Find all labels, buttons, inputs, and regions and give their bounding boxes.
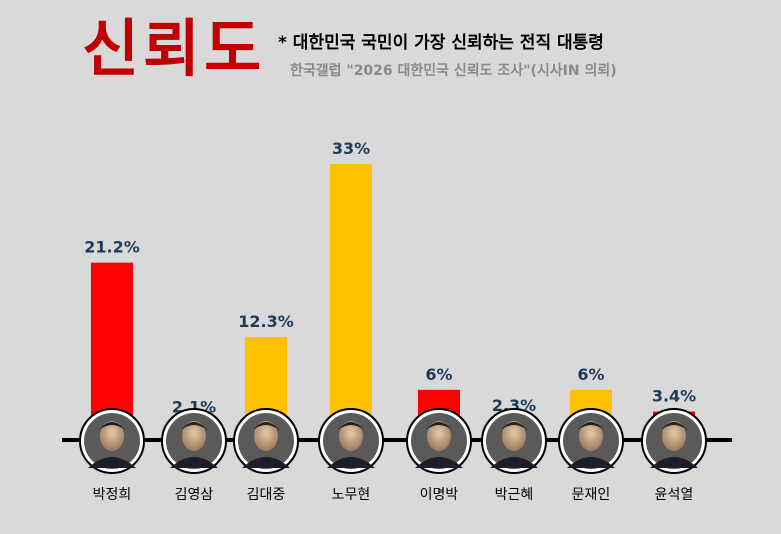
bar-4 (330, 164, 372, 440)
category-label-2: 김영삼 (175, 487, 214, 503)
category-label-8: 윤석열 (655, 487, 694, 503)
category-label-4: 노무현 (332, 487, 371, 503)
category-label-6: 박근혜 (495, 487, 534, 503)
value-label-7: 6% (577, 365, 604, 384)
portrait-icon-7 (559, 409, 623, 473)
portrait-icon-5 (407, 409, 471, 473)
category-label-1: 박정희 (93, 487, 132, 503)
value-label-1: 21.2% (84, 238, 140, 257)
value-label-5: 6% (425, 365, 452, 384)
value-label-8: 3.4% (652, 387, 696, 406)
portrait-icon-8 (642, 409, 706, 473)
value-label-3: 12.3% (238, 312, 294, 331)
category-label-5: 이명박 (420, 487, 459, 503)
category-label-3: 김대중 (247, 487, 286, 503)
portrait-icon-6 (482, 409, 546, 473)
value-label-4: 33% (332, 139, 370, 158)
portrait-icon-4 (319, 409, 383, 473)
portrait-icon-2 (162, 409, 226, 473)
category-label-7: 문재인 (572, 487, 611, 503)
portrait-icon-3 (234, 409, 298, 473)
portrait-icon-1 (80, 409, 144, 473)
